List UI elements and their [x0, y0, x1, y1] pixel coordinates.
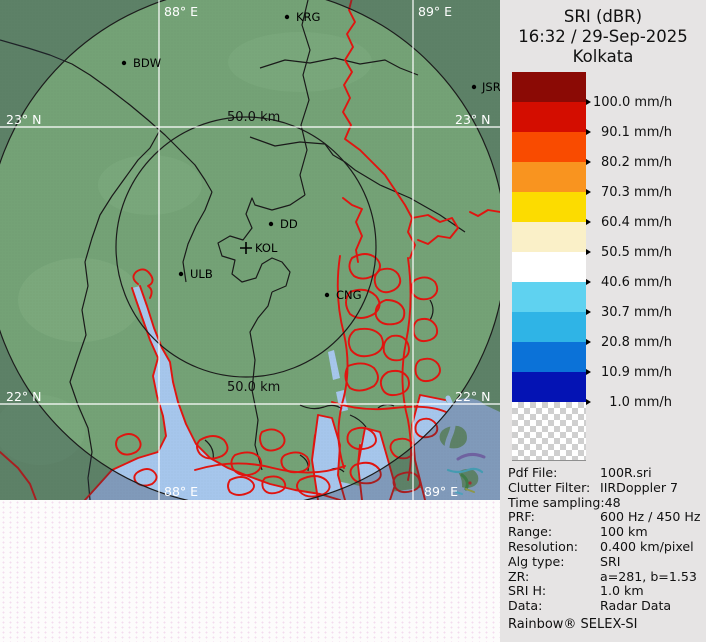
legend-entry-7: 30.7 mm/h	[586, 303, 672, 321]
legend-arrow-icon	[586, 129, 591, 135]
legend-arrow-icon	[586, 99, 591, 105]
legend-color-3	[512, 162, 586, 192]
svg-text:CNG: CNG	[336, 288, 362, 302]
panel-title: SRI (dBR) 16:32 / 29-Sep-2025 Kolkata	[500, 7, 706, 67]
svg-text:ULB: ULB	[190, 267, 213, 281]
meta-row-alg-type: Alg type: SRI	[508, 553, 621, 569]
latlon-gridlines	[0, 0, 500, 500]
city-marker-jsr: JSR	[471, 80, 500, 94]
legend-arrow-icon	[586, 309, 591, 315]
svg-text:KOL: KOL	[255, 241, 278, 255]
city-markers: BDW KRG JSR DD KOL	[121, 10, 500, 302]
grid-label-23n-left: 23° N	[6, 112, 41, 127]
legend-entry-0: 100.0 mm/h	[586, 93, 672, 111]
grid-label-22n-right: 22° N	[455, 389, 490, 404]
meta-row-clutter-filter: Clutter Filter: IIRDoppler 7	[508, 479, 679, 495]
city-marker-ulb: ULB	[178, 267, 213, 281]
legend-entry-4: 60.4 mm/h	[586, 213, 672, 231]
legend-arrow-icon	[586, 399, 591, 405]
legend-entry-9: 10.9 mm/h	[586, 363, 672, 381]
legend-color-5	[512, 222, 586, 252]
legend-color-1	[512, 102, 586, 132]
legend-arrow-icon	[586, 279, 591, 285]
software-brand: Rainbow® SELEX-SI	[508, 617, 638, 632]
meta-row-data: Data: Radar Data	[508, 598, 672, 614]
gridline-labels: 88° E 89° E 23° N 23° N 22° N 22° N 88° …	[6, 4, 490, 499]
legend-color-8	[512, 312, 586, 342]
legend-entry-3: 70.3 mm/h	[586, 183, 672, 201]
legend-entry-2: 80.2 mm/h	[586, 153, 672, 171]
svg-text:DD: DD	[280, 217, 298, 231]
meta-row-time-sampling: Time sampling: 48	[508, 494, 621, 510]
river-network	[0, 0, 500, 500]
meta-row-pdf-file: Pdf File: 100R.sri	[508, 465, 652, 480]
grid-label-22n-left: 22° N	[6, 389, 41, 404]
legend-arrow-icon	[586, 369, 591, 375]
legend-entry-6: 40.6 mm/h	[586, 273, 672, 291]
side-panel: SRI (dBR) 16:32 / 29-Sep-2025 Kolkata 10…	[500, 0, 706, 642]
legend-arrow-icon	[586, 339, 591, 345]
out-of-range-dim-overlay	[0, 0, 500, 500]
city-marker-krg: KRG	[284, 10, 320, 24]
grid-label-88e-top: 88° E	[164, 4, 198, 19]
ring-label-bottom: 50.0 km	[227, 380, 280, 395]
radar-site-marker-kol: KOL	[240, 241, 278, 255]
legend-arrow-icon	[586, 249, 591, 255]
meta-row-zr: ZR: a=281, b=1.53	[508, 568, 697, 584]
precip-echo-patch	[446, 452, 486, 495]
legend-color-0	[512, 72, 586, 102]
grid-label-88e-bottom: 88° E	[164, 484, 198, 499]
grid-label-23n-right: 23° N	[455, 112, 490, 127]
svg-text:JSR: JSR	[481, 80, 500, 94]
scan-datetime: 16:32 / 29-Sep-2025	[518, 27, 688, 46]
svg-text:KRG: KRG	[296, 10, 320, 24]
product-name: SRI (dBR)	[563, 7, 643, 26]
ring-label-top: 50.0 km	[227, 110, 280, 125]
legend-arrow-icon	[586, 159, 591, 165]
bottom-blank-strip	[0, 500, 500, 642]
radar-map: 88° E 89° E 23° N 23° N 22° N 22° N 88° …	[0, 0, 500, 500]
legend-arrow-icon	[586, 219, 591, 225]
city-marker-dd: DD	[268, 217, 298, 231]
legend-color-7	[512, 282, 586, 312]
meta-row-resolution: Resolution: 0.400 km/pixel	[508, 538, 694, 554]
legend-arrow-icon	[586, 189, 591, 195]
legend-color-6	[512, 252, 586, 282]
legend-entry-1: 90.1 mm/h	[586, 123, 672, 141]
legend-color-9	[512, 342, 586, 372]
svg-text:BDW: BDW	[133, 56, 161, 70]
range-ring-labels: 50.0 km 50.0 km	[227, 110, 280, 395]
city-marker-bdw: BDW	[121, 56, 161, 70]
meta-row-prf: PRF: 600 Hz / 450 Hz	[508, 509, 701, 525]
meta-row-sri-h: SRI H: 1.0 km	[508, 583, 644, 599]
legend-color-4	[512, 192, 586, 222]
legend-color-10	[512, 372, 586, 402]
legend-entry-5: 50.5 mm/h	[586, 243, 672, 261]
legend-color-bar	[512, 72, 586, 461]
legend-color-2	[512, 132, 586, 162]
dither-texture	[0, 0, 500, 500]
station-name: Kolkata	[572, 47, 634, 66]
grid-label-89e-bottom: 89° E	[424, 484, 458, 499]
legend-nodata-checker	[512, 402, 586, 461]
range-rings	[0, 0, 500, 500]
legend-entry-8: 20.8 mm/h	[586, 333, 672, 351]
legend-entry-10: 1.0 mm/h	[586, 393, 672, 411]
city-marker-cng: CNG	[324, 288, 362, 302]
meta-row-range: Range: 100 km	[508, 524, 648, 540]
grid-label-89e-top: 89° E	[418, 4, 452, 19]
scan-metadata: Pdf File: 100R.sri Clutter Filter: IIRDopp…	[508, 465, 702, 614]
